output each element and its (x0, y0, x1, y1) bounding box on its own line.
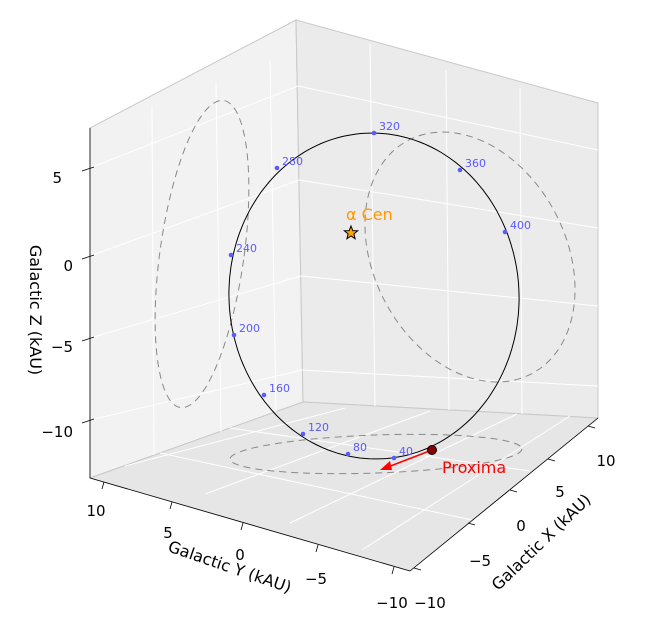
z-axis-label: Galactic Z (kAU) (26, 245, 45, 375)
time-marker-point (345, 451, 351, 457)
y-tick-label: 5 (163, 524, 173, 542)
y-tick (240, 522, 244, 531)
grid-line (300, 275, 599, 307)
x-axis-line (409, 417, 599, 572)
xz-projection (364, 131, 576, 383)
x-tick-label: 10 (596, 452, 615, 470)
x-tick-label: 0 (516, 517, 526, 535)
time-marker-point (274, 165, 280, 171)
time-marker-point (300, 431, 306, 437)
z-tick-label: 0 (63, 257, 73, 275)
y-axis-label: Galactic Y (kAU) (166, 537, 294, 597)
y-tick-labels: 10 5 0 −5 −10 (86, 502, 407, 612)
grid-line (301, 369, 599, 387)
proxima-label: Proxima (442, 458, 506, 477)
z-tick (81, 336, 95, 342)
z-tick (81, 254, 95, 260)
x-tick (587, 425, 596, 429)
y-tick-label: 10 (86, 502, 105, 520)
z-tick (81, 418, 95, 424)
time-marker-label: 280 (282, 155, 303, 168)
y-axis-line (89, 477, 411, 572)
x-tick-label: −5 (469, 552, 491, 570)
x-tick (547, 458, 556, 462)
xy-projection (229, 433, 523, 475)
time-marker-label: 40 (399, 445, 413, 458)
x-tick-label: −10 (414, 594, 446, 612)
time-marker-point (457, 167, 463, 173)
time-marker-point (261, 392, 267, 398)
time-marker-label: 240 (236, 242, 257, 255)
axes (81, 128, 599, 575)
orbit-line (228, 132, 520, 460)
grid-line (204, 410, 431, 495)
z-tick-label: −5 (51, 338, 73, 356)
proxima-point (427, 445, 437, 455)
grid-line (89, 369, 303, 421)
grid-line (89, 275, 302, 339)
y-tick (315, 544, 319, 553)
time-marker-point (391, 455, 397, 461)
z-tick-labels: 5 0 −5 −10 (41, 169, 73, 441)
time-marker-label: 160 (269, 382, 290, 395)
grid-line (369, 43, 376, 407)
time-marker-label: 400 (510, 219, 531, 232)
grid-line (159, 452, 473, 521)
orbit-projections (154, 99, 576, 475)
proxima-arrow (387, 449, 433, 468)
grid-line (269, 59, 277, 413)
yz-projection (154, 99, 250, 409)
grid-line (361, 415, 571, 551)
time-marker-point (231, 332, 237, 338)
x-tick (509, 489, 518, 493)
z-tick-label: −10 (41, 423, 73, 441)
grid-line (519, 87, 523, 415)
time-marker-point (228, 252, 234, 258)
grid-line (289, 413, 518, 524)
time-markers: 40 80 120 160 200 240 280 320 360 400 (228, 120, 531, 461)
grid-line (124, 407, 346, 467)
time-marker-label: 360 (465, 157, 486, 170)
grid-lines (89, 43, 599, 551)
time-marker-point (371, 130, 377, 136)
grid-line (229, 427, 531, 472)
y-tick (101, 481, 105, 490)
time-marker-label: 80 (353, 441, 367, 454)
alpha-cen-label: α Cen (346, 205, 393, 224)
x-tick (467, 522, 476, 526)
z-tick (81, 166, 95, 172)
y-tick-label: 0 (235, 546, 245, 564)
grid-line (151, 105, 155, 456)
grid-line (297, 85, 599, 151)
y-tick-label: −10 (376, 594, 408, 612)
grid-line (445, 69, 450, 411)
y-tick (391, 566, 395, 575)
x-tick-label: 5 (555, 483, 565, 501)
grid-line (215, 81, 222, 433)
proxima-arrowhead-icon (380, 461, 392, 470)
time-marker-point (502, 229, 508, 235)
grid-line (298, 179, 599, 229)
time-marker-label: 120 (308, 421, 329, 434)
y-tick (169, 501, 173, 510)
z-tick-label: 5 (52, 169, 62, 187)
time-marker-label: 200 (239, 322, 260, 335)
grid-line (89, 85, 299, 169)
x-tick (413, 567, 422, 571)
time-marker-label: 320 (379, 120, 400, 133)
grid-line (89, 179, 300, 257)
x-tick-labels: −10 −5 0 5 10 (414, 452, 615, 612)
x-axis-label: Galactic X (kAU) (488, 490, 595, 594)
alpha-cen-star-icon (342, 224, 360, 240)
y-tick-label: −5 (305, 570, 327, 588)
